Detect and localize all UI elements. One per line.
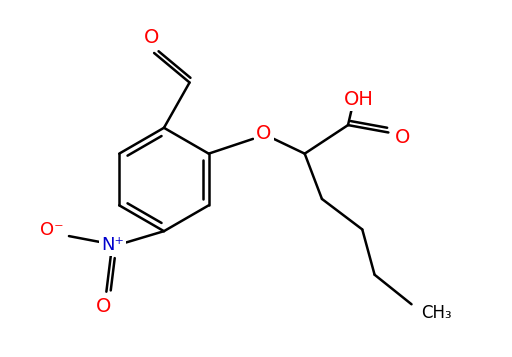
Text: OH: OH bbox=[344, 90, 374, 109]
Text: O: O bbox=[394, 128, 410, 147]
Text: O: O bbox=[144, 28, 159, 47]
Text: N⁺: N⁺ bbox=[101, 236, 124, 254]
Text: CH₃: CH₃ bbox=[421, 304, 452, 322]
Text: O⁻: O⁻ bbox=[40, 221, 63, 239]
Text: O: O bbox=[256, 125, 271, 144]
Text: O: O bbox=[96, 297, 112, 316]
